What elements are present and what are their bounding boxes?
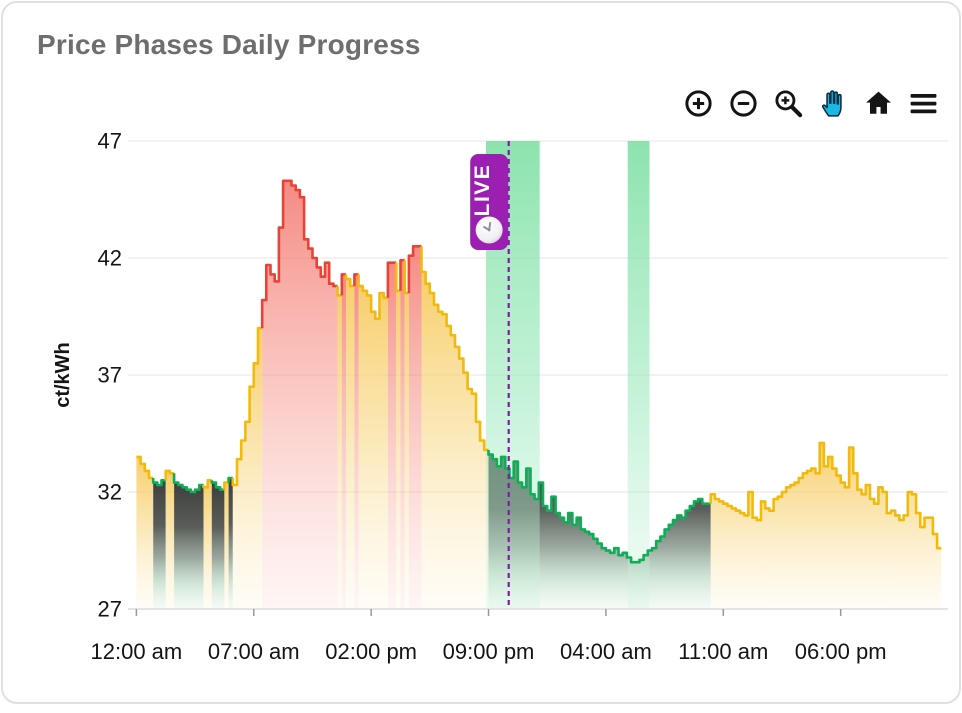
price-line-normal (395, 262, 401, 293)
live-label: LIVE (471, 164, 494, 217)
price-line-normal (357, 274, 388, 321)
phase-fill-normal (404, 293, 409, 609)
phase-fill-normal (224, 482, 229, 609)
phase-fill-cheap (488, 454, 711, 609)
price-line-expensive (386, 261, 397, 298)
price-line-normal (164, 469, 175, 481)
zoom-out-icon (729, 89, 757, 117)
phase-fill-expensive (341, 274, 346, 609)
price-phases-chart[interactable]: 12:00 am 07:00 am 02:00 pm 09:00 pm 04:00 am… (3, 3, 962, 708)
price-line-cheap (210, 480, 225, 491)
clock-center (487, 228, 491, 232)
price-line-normal (344, 274, 355, 288)
phase-fill-expensive (262, 180, 338, 610)
hamburger-menu-icon (910, 93, 936, 113)
price-line-normal (403, 260, 409, 295)
x-tick-label: 12:00 am (91, 639, 183, 664)
phase-fill-normal (203, 480, 212, 609)
zoom-out-button[interactable] (725, 85, 761, 121)
phase-fill-normal (136, 456, 154, 609)
price-line-normal (336, 286, 342, 297)
x-tick-label: 09:00 pm (443, 639, 535, 664)
phase-fill-expensive (387, 262, 397, 609)
pan-hand-icon (821, 89, 842, 117)
pan-button[interactable] (815, 85, 851, 121)
phase-fill-normal (396, 290, 401, 609)
box-zoom-button[interactable] (770, 85, 806, 121)
menu-button[interactable] (905, 85, 941, 121)
phase-fill-cheap (211, 482, 225, 609)
phase-fill-normal (346, 279, 355, 609)
y-tick-label: 37 (98, 363, 122, 388)
home-icon (865, 91, 891, 114)
x-tick-label: 11:00 am (678, 639, 768, 664)
phase-fill-expensive (354, 274, 359, 609)
y-axis-title: ct/kWh (52, 342, 74, 408)
y-tick-label: 42 (98, 246, 122, 271)
price-line-normal (231, 326, 263, 487)
y-tick-label: 27 (98, 597, 122, 622)
plot-area[interactable]: 12:00 am 07:00 am 02:00 pm 09:00 pm 04:00 am… (3, 3, 962, 708)
price-line-normal (223, 481, 229, 490)
zoom-in-button[interactable] (680, 85, 716, 121)
highlight-band (627, 141, 650, 609)
phase-fill-cheap (153, 480, 166, 609)
phase-fill-expensive (400, 260, 405, 609)
price-line-expensive (399, 259, 405, 291)
price-line-expensive (353, 273, 359, 287)
price-line-expensive (260, 179, 338, 329)
x-tick-label: 02:00 pm (325, 639, 417, 664)
phase-fill-normal (165, 470, 175, 609)
home-button[interactable] (860, 85, 896, 121)
phase-fill-normal (232, 328, 263, 609)
price-line-normal (420, 246, 489, 452)
x-tick-label: 06:00 pm (795, 639, 887, 664)
x-tick-label: 04:00 am (560, 639, 652, 664)
price-line-cheap (227, 476, 233, 483)
x-tick-label: 07:00 am (208, 639, 300, 664)
modebar (680, 85, 941, 121)
price-line-cheap (487, 449, 711, 564)
phase-fill-normal (421, 272, 489, 609)
phase-fill-normal (710, 442, 942, 609)
phase-fill-normal (358, 286, 388, 609)
price-line-expensive (340, 273, 346, 296)
phase-fill-normal (337, 295, 342, 609)
price-line-expensive (407, 245, 422, 294)
price-line-normal (136, 455, 154, 480)
zoom-in-icon (684, 89, 712, 117)
phase-fill-cheap (228, 478, 233, 609)
y-tick-label: 47 (98, 129, 122, 154)
box-zoom-icon (774, 89, 802, 117)
price-line-normal (202, 479, 212, 489)
price-line-cheap (172, 473, 204, 494)
phase-fill-expensive (408, 246, 422, 610)
price-line-normal (709, 441, 942, 550)
page-title: Price Phases Daily Progress (37, 29, 421, 60)
y-tick-label: 32 (98, 480, 122, 505)
phase-fill-cheap (174, 482, 204, 609)
price-line-cheap (151, 478, 166, 487)
